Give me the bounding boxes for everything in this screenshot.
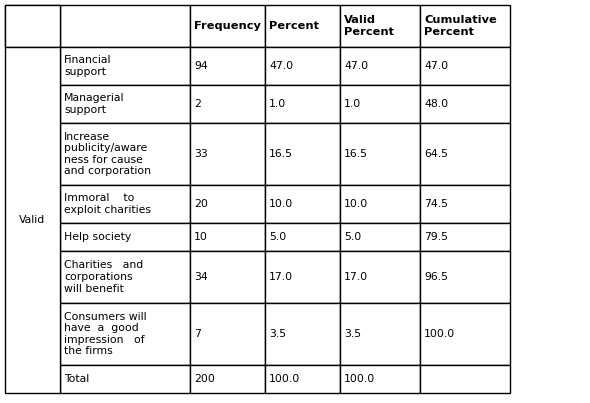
Bar: [420, 251, 510, 303]
Text: 100.0: 100.0: [344, 374, 375, 384]
Bar: [340, 47, 420, 85]
Bar: [5, 5, 60, 47]
Bar: [340, 303, 420, 365]
Text: 3.5: 3.5: [344, 329, 361, 339]
Text: Cumulative
Percent: Cumulative Percent: [424, 15, 497, 37]
Text: 74.5: 74.5: [424, 199, 448, 209]
Text: Total: Total: [64, 374, 89, 384]
Text: 10.0: 10.0: [344, 199, 368, 209]
Text: 200: 200: [194, 374, 215, 384]
Bar: [190, 85, 265, 123]
Text: Percent: Percent: [269, 21, 319, 31]
Text: 100.0: 100.0: [424, 329, 455, 339]
Bar: [5, 47, 60, 393]
Bar: [340, 85, 420, 123]
Bar: [340, 223, 420, 251]
Bar: [265, 5, 340, 47]
Bar: [420, 223, 510, 251]
Bar: [60, 251, 190, 303]
Bar: [60, 85, 190, 123]
Bar: [190, 5, 265, 47]
Bar: [265, 85, 340, 123]
Text: 47.0: 47.0: [424, 61, 448, 71]
Bar: [265, 365, 340, 393]
Text: Valid: Valid: [19, 215, 45, 225]
Bar: [340, 251, 420, 303]
Bar: [265, 223, 340, 251]
Text: 5.0: 5.0: [344, 232, 361, 242]
Bar: [340, 5, 420, 47]
Bar: [5, 5, 60, 47]
Text: 1.0: 1.0: [344, 99, 361, 109]
Text: 2: 2: [194, 99, 201, 109]
Text: Frequency: Frequency: [194, 21, 261, 31]
Bar: [340, 365, 420, 393]
Text: Consumers will
have  a  good
impression   of
the firms: Consumers will have a good impression of…: [64, 312, 147, 356]
Text: 47.0: 47.0: [269, 61, 293, 71]
Text: 33: 33: [194, 149, 208, 159]
Bar: [190, 223, 265, 251]
Text: Immoral    to
exploit charities: Immoral to exploit charities: [64, 193, 151, 215]
Text: 10: 10: [194, 232, 208, 242]
Text: Managerial
support: Managerial support: [64, 93, 124, 115]
Text: 64.5: 64.5: [424, 149, 448, 159]
Text: 34: 34: [194, 272, 208, 282]
Bar: [420, 123, 510, 185]
Bar: [60, 303, 190, 365]
Bar: [420, 185, 510, 223]
Bar: [265, 185, 340, 223]
Bar: [190, 251, 265, 303]
Bar: [190, 365, 265, 393]
Bar: [60, 223, 190, 251]
Text: 5.0: 5.0: [269, 232, 286, 242]
Bar: [420, 5, 510, 47]
Bar: [420, 365, 510, 393]
Bar: [190, 185, 265, 223]
Bar: [60, 365, 190, 393]
Text: Financial
support: Financial support: [64, 55, 112, 77]
Text: 16.5: 16.5: [269, 149, 293, 159]
Text: 17.0: 17.0: [344, 272, 368, 282]
Text: 94: 94: [194, 61, 208, 71]
Bar: [265, 123, 340, 185]
Bar: [420, 47, 510, 85]
Bar: [60, 47, 190, 85]
Bar: [340, 185, 420, 223]
Bar: [265, 47, 340, 85]
Text: 17.0: 17.0: [269, 272, 293, 282]
Bar: [190, 303, 265, 365]
Bar: [60, 123, 190, 185]
Text: 47.0: 47.0: [344, 61, 368, 71]
Bar: [340, 123, 420, 185]
Bar: [265, 251, 340, 303]
Text: 100.0: 100.0: [269, 374, 300, 384]
Bar: [420, 85, 510, 123]
Bar: [190, 47, 265, 85]
Text: 10.0: 10.0: [269, 199, 293, 209]
Bar: [420, 303, 510, 365]
Text: 20: 20: [194, 199, 208, 209]
Text: Charities   and
corporations
will benefit: Charities and corporations will benefit: [64, 260, 143, 294]
Bar: [60, 5, 190, 47]
Text: 96.5: 96.5: [424, 272, 448, 282]
Text: 79.5: 79.5: [424, 232, 448, 242]
Text: Help society: Help society: [64, 232, 131, 242]
Text: 7: 7: [194, 329, 201, 339]
Text: Increase
publicity/aware
ness for cause
and corporation: Increase publicity/aware ness for cause …: [64, 132, 151, 177]
Bar: [60, 185, 190, 223]
Text: 1.0: 1.0: [269, 99, 286, 109]
Text: 48.0: 48.0: [424, 99, 448, 109]
Text: 16.5: 16.5: [344, 149, 368, 159]
Text: 3.5: 3.5: [269, 329, 286, 339]
Text: Valid
Percent: Valid Percent: [344, 15, 394, 37]
Bar: [190, 123, 265, 185]
Bar: [265, 303, 340, 365]
